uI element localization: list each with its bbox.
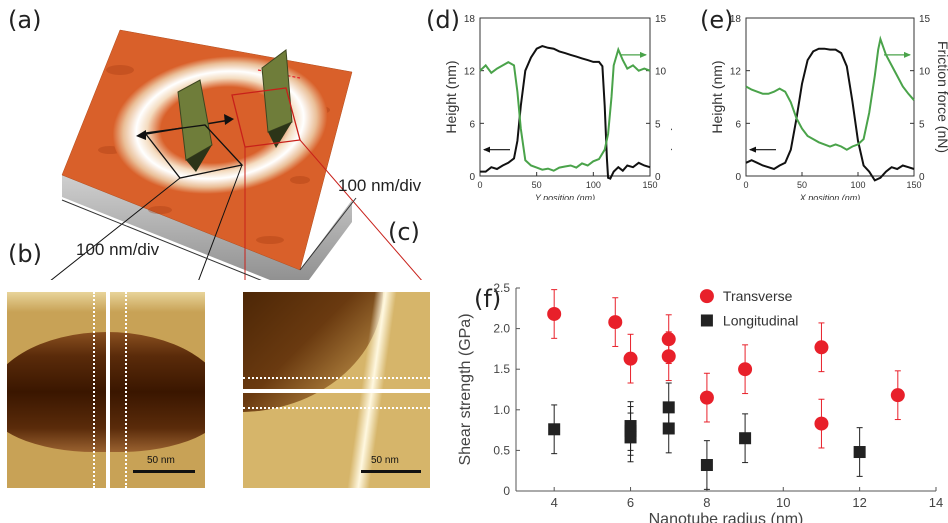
transverse-point <box>547 306 562 321</box>
y-tick-label: 12 <box>730 67 742 78</box>
transverse-point <box>814 416 829 431</box>
afm-3d-surface <box>50 29 422 280</box>
x-tick-label: 100 <box>586 180 601 190</box>
scan-line-c <box>243 389 430 393</box>
x-tick-label: 14 <box>929 495 943 510</box>
x-axis-label: X position (nm) <box>799 193 861 200</box>
x-tick-label: 0 <box>743 180 748 190</box>
scale-label-b: 50 nm <box>147 455 175 466</box>
series-arrowhead <box>483 146 490 153</box>
panel-c-label: (c) <box>388 218 420 246</box>
panel-a-label: (a) <box>8 6 42 34</box>
y2-tick-label: 5 <box>655 119 661 130</box>
x-tick-label: 50 <box>797 180 807 190</box>
x-tick-label: 50 <box>532 180 542 190</box>
x-tick-label: 10 <box>776 495 790 510</box>
y2-axis-label: Friction force (nN) <box>935 41 948 153</box>
y-tick-label: 0 <box>503 484 510 498</box>
scan-line-markers <box>93 292 127 488</box>
y-tick-label: 12 <box>464 67 476 78</box>
y-tick-label: 0.5 <box>493 443 510 457</box>
panel-e-label: (e) <box>700 6 734 34</box>
x-axis-label: Nanotube radius (nm) <box>649 511 804 523</box>
longitudinal-point <box>739 432 752 445</box>
y-tick-label: 1.0 <box>493 403 510 417</box>
panel-b-label: (b) <box>8 240 42 268</box>
longitudinal-point <box>662 422 675 435</box>
transverse-point <box>699 390 714 405</box>
afm-image-c: 50 nm <box>243 292 430 488</box>
legend-label: Longitudinal <box>723 312 799 328</box>
y-tick-label: 6 <box>735 119 741 130</box>
afm-image-b: 50 nm <box>7 292 205 488</box>
x-tick-label: 8 <box>703 495 710 510</box>
y-axis-label: Height (nm) <box>443 60 459 133</box>
scale-bar-c <box>361 470 421 473</box>
plot-frame <box>745 17 915 177</box>
x-tick-label: 4 <box>551 495 558 510</box>
longitudinal-point <box>548 423 561 436</box>
x-axis-label: Y position (nm) <box>535 193 595 200</box>
friction-line <box>745 35 915 151</box>
longitudinal-point <box>624 431 637 444</box>
y2-tick-label: 5 <box>919 119 925 130</box>
legend-label: Transverse <box>723 288 793 304</box>
chart-f: 4 6 8 10 12 14 0 0.5 1.0 1.5 2.0 2.5 Nanotube radius… <box>457 281 943 523</box>
x-tick-label: 6 <box>627 495 634 510</box>
friction-line <box>479 46 651 172</box>
transverse-point <box>890 388 905 403</box>
longitudinal-point <box>853 446 866 459</box>
axis-label-right: 100 nm/div <box>338 176 422 195</box>
series-arrowhead <box>749 146 756 153</box>
y2-tick-label: 15 <box>919 14 931 25</box>
transverse-point <box>608 315 623 330</box>
y-tick-label: 0 <box>469 172 475 183</box>
series-arrowhead <box>640 51 647 58</box>
y-tick-label: 6 <box>469 119 475 130</box>
y-tick-label: 18 <box>464 14 476 25</box>
y2-tick-label: 10 <box>919 67 931 78</box>
y2-tick-label: 0 <box>919 172 925 183</box>
y2-tick-label: 10 <box>655 67 667 78</box>
x-tick-label: 150 <box>642 180 657 190</box>
height-line <box>480 45 651 180</box>
series-arrowhead <box>904 51 911 58</box>
panel-d-label: (d) <box>426 6 460 34</box>
transverse-point <box>661 349 676 364</box>
y2-tick-label: 0 <box>655 172 661 183</box>
scan-line-markers-c <box>243 377 430 409</box>
y-tick-label: 2.5 <box>493 281 510 295</box>
transverse-point <box>623 351 638 366</box>
x-tick-label: 12 <box>852 495 866 510</box>
plot-frame <box>479 17 651 177</box>
y2-tick-label: 15 <box>655 14 667 25</box>
y-tick-label: 18 <box>730 14 742 25</box>
x-tick-label: 0 <box>477 180 482 190</box>
y-tick-label: 0 <box>735 172 741 183</box>
height-line <box>745 47 915 182</box>
y-tick-label: 1.5 <box>493 362 510 376</box>
x-tick-label: 100 <box>850 180 865 190</box>
panel-f-label: (f) <box>474 285 502 313</box>
x-tick-label: 150 <box>906 180 921 190</box>
axis-label-left: 100 nm/div <box>76 240 160 259</box>
scale-bar-b <box>133 470 195 473</box>
scan-line <box>106 292 110 488</box>
y-axis-label: Height (nm) <box>709 60 725 133</box>
transverse-point <box>738 362 753 377</box>
transverse-point <box>814 340 829 355</box>
y-tick-label: 2.0 <box>493 322 510 336</box>
y2-axis-label: Friction force (nN) <box>671 41 672 153</box>
legend-marker-longitudinal <box>700 314 713 327</box>
legend-marker-transverse <box>699 289 714 304</box>
y-axis-label: Shear strength (GPa) <box>457 313 474 465</box>
scale-label-c: 50 nm <box>371 455 399 466</box>
longitudinal-point <box>700 459 713 472</box>
